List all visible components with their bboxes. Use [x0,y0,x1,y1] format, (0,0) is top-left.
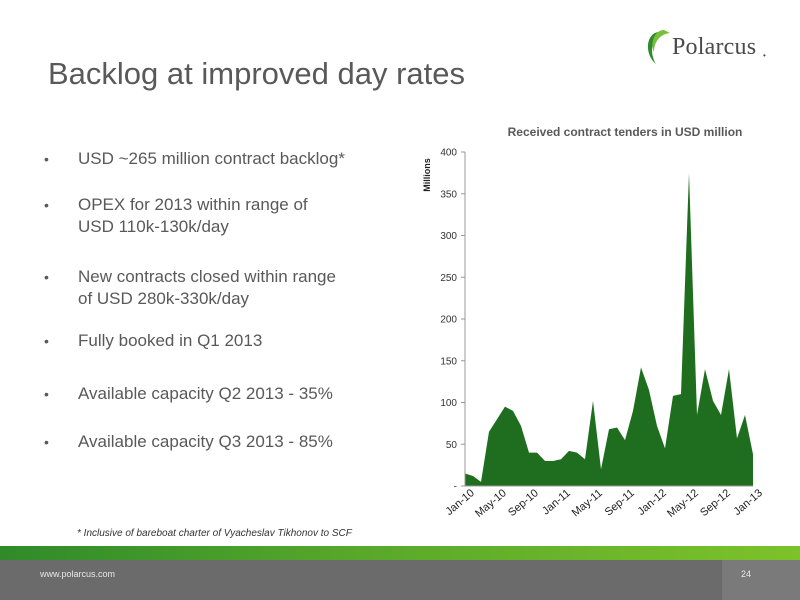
x-tick-label: May-12 [665,487,701,520]
y-tick-label: 250 [440,273,457,284]
page-number: 24 [741,569,752,579]
registered-mark: • [763,51,766,60]
bullet-dot: • [44,434,49,450]
footer-page-box [722,560,800,600]
y-tick-label: 400 [440,148,457,159]
bullet-text: OPEX for 2013 within range of USD 110k-13… [78,195,308,236]
bullet-dot: • [44,151,49,167]
y-tick-label: 300 [440,231,457,242]
tenders-area [465,172,753,486]
chart-title: Received contract tenders in USD million [508,125,743,139]
bullet-text: Available capacity Q3 2013 - 85% [78,432,333,451]
x-tick-label: Jan-12 [635,487,668,518]
x-tick-label: Jan-13 [731,487,764,518]
bullet-dot: • [44,197,49,213]
brand-name: Polarcus [672,34,757,60]
bullet-dot: • [44,333,49,349]
y-tick-label: 350 [440,189,457,200]
bullet-text: New contracts closed within range of USD … [78,267,336,308]
x-tick-label: May-10 [473,487,509,520]
slide-title: Backlog at improved day rates [48,56,465,91]
x-tick-label: May-11 [570,487,605,519]
x-tick-label: Sep-12 [698,487,733,519]
bullet-text: USD ~265 million contract backlog* [78,149,345,168]
y-axis-label: Millions [422,158,432,192]
y-tick-label: 50 [446,440,458,451]
x-tick-label: Sep-11 [603,487,637,518]
y-tick-label: 200 [440,315,457,326]
bullet-text: Fully booked in Q1 2013 [78,331,263,350]
y-tick-label: 100 [440,398,457,409]
footer-grey-band [0,560,800,600]
bullet-dot: • [44,269,49,285]
x-tick-label: Jan-11 [540,487,573,517]
polarcus-logo [647,30,670,64]
footnote: * Inclusive of bareboat charter of Vyach… [77,528,352,539]
tenders-chart: Received contract tenders in USD million… [422,125,765,520]
website-link[interactable]: www.polarcus.com [40,569,116,579]
x-tick-label: Sep-10 [506,487,541,519]
y-tick-label: 150 [440,356,457,367]
y-tick-label: - [454,482,457,493]
bullet-dot: • [44,386,49,402]
x-tick-label: Jan-10 [443,487,476,518]
bullet-text: Available capacity Q2 2013 - 35% [78,384,333,403]
